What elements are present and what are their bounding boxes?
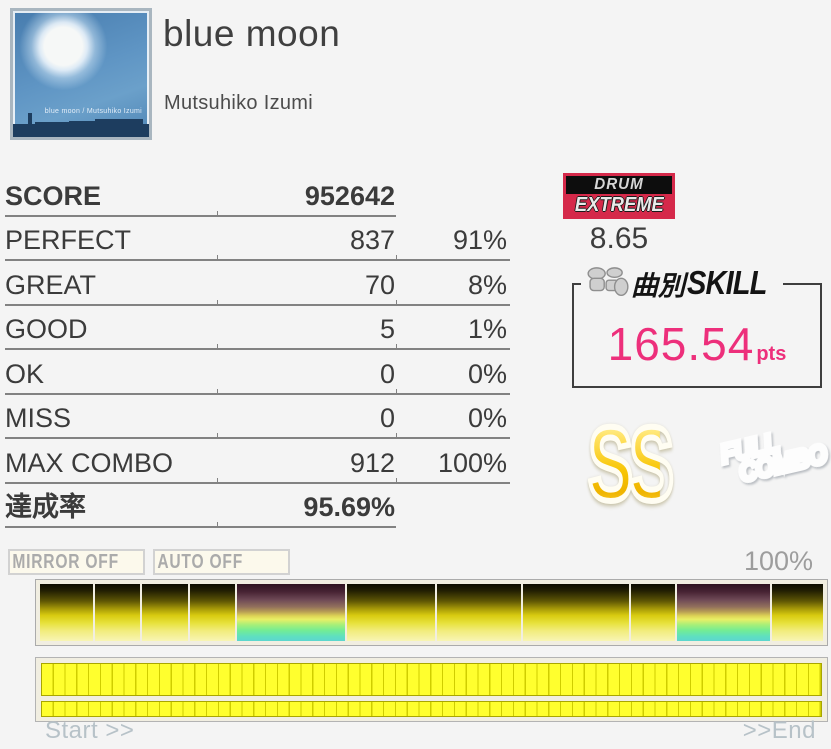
auto-option-label: AUTO OFF (157, 550, 244, 573)
row-pct: 91% (452, 225, 507, 255)
skill-logo-kanji: 曲別 (631, 270, 685, 301)
end-label: >>End (742, 717, 816, 744)
row-value: 0 (379, 403, 395, 433)
table-row-max-combo: MAX COMBO 912 100% (5, 439, 510, 484)
table-rule (5, 210, 396, 217)
difficulty-name: EXTREME (566, 194, 672, 216)
song-graph-frame (35, 579, 828, 646)
row-label: 達成率 (5, 492, 86, 522)
combo-bar-bottom (41, 701, 822, 717)
table-rule (5, 299, 510, 306)
row-label: MAX COMBO (5, 447, 174, 478)
row-pct: 0% (467, 358, 507, 389)
graph-segment-normal (142, 584, 189, 641)
graph-segment-normal (630, 584, 675, 641)
table-row-ok: OK 0 0% (5, 350, 510, 395)
drum-kit-icon (587, 267, 629, 296)
difficulty-badge: DRUM EXTREME (563, 173, 675, 219)
row-label: GOOD (5, 314, 88, 344)
graph-max-percent-label: 100% (743, 546, 813, 576)
mirror-option-chip[interactable]: MIRROR OFF (8, 549, 145, 575)
row-label: MISS (5, 403, 72, 433)
row-value: 70 (364, 269, 395, 300)
row-label: OK (5, 358, 45, 389)
table-row-achievement-rate: 達成率 95.69% (5, 484, 510, 528)
table-rule (5, 477, 510, 484)
skill-points-value: 165.54 (607, 318, 755, 370)
row-pct: 0% (467, 403, 507, 433)
album-art-caption: blue moon / Mutsuhiko Izumi (44, 108, 142, 115)
skill-logo: 曲別 SKILL (581, 263, 784, 303)
row-value: 5 (379, 314, 395, 344)
graph-segment-special (237, 584, 345, 641)
graph-segment-normal (436, 584, 522, 641)
auto-option-chip[interactable]: AUTO OFF (153, 549, 290, 575)
graph-segment-normal (346, 584, 435, 641)
table-rule (5, 388, 510, 395)
row-value: 912 (349, 447, 395, 478)
row-label: PERFECT (5, 225, 132, 255)
graph-segment-normal (190, 584, 236, 641)
table-row-good: GOOD 5 1% (5, 306, 510, 350)
album-art: blue moon / Mutsuhiko Izumi (10, 8, 152, 140)
table-rule (5, 522, 396, 528)
graph-segment-normal (94, 584, 141, 641)
row-label: GREAT (5, 269, 97, 300)
song-title: blue moon (163, 13, 341, 54)
row-value: 952642 (304, 180, 395, 211)
combo-bar-top (41, 663, 822, 696)
skill-points-unit: pts (756, 343, 787, 365)
row-value: 0 (379, 358, 395, 389)
graph-segment-normal (771, 584, 823, 641)
combo-bars-frame (35, 657, 828, 722)
table-rule (5, 344, 510, 350)
difficulty-instrument-label: DRUM (594, 176, 644, 193)
difficulty-level: 8.65 (589, 222, 649, 255)
table-rule (5, 255, 510, 261)
table-row-score: SCORE 952642 (5, 172, 510, 217)
table-row-miss: MISS 0 0% (5, 395, 510, 439)
row-pct: 100% (437, 447, 507, 478)
difficulty-instrument: DRUM (566, 176, 672, 194)
mirror-option-label: MIRROR OFF (12, 550, 119, 573)
row-value: 837 (349, 225, 395, 255)
table-row-perfect: PERFECT 837 91% (5, 217, 510, 261)
album-art-skyline (13, 113, 149, 137)
graph-segment-special (676, 584, 770, 641)
row-label: SCORE (5, 180, 102, 211)
row-value: 95.69% (303, 492, 395, 522)
graph-segment-normal (40, 584, 93, 641)
row-pct: 1% (467, 314, 507, 344)
table-row-great: GREAT 70 8% (5, 261, 510, 306)
row-pct: 8% (467, 269, 507, 300)
graph-segment-normal (523, 584, 629, 641)
difficulty-name-label: EXTREME (574, 193, 664, 216)
results-table: SCORE 952642 PERFECT 837 91% GREAT 70 8%… (5, 172, 510, 528)
rank-badge: SS (588, 412, 674, 517)
skill-points: 165.54 pts (572, 321, 822, 367)
start-label: Start >> (45, 717, 135, 744)
skill-logo-text: SKILL (687, 264, 767, 301)
song-artist: Mutsuhiko Izumi (164, 92, 313, 114)
full-combo-badge: FULL COMBO (717, 421, 829, 488)
table-rule (5, 433, 510, 439)
song-graph (40, 584, 823, 641)
